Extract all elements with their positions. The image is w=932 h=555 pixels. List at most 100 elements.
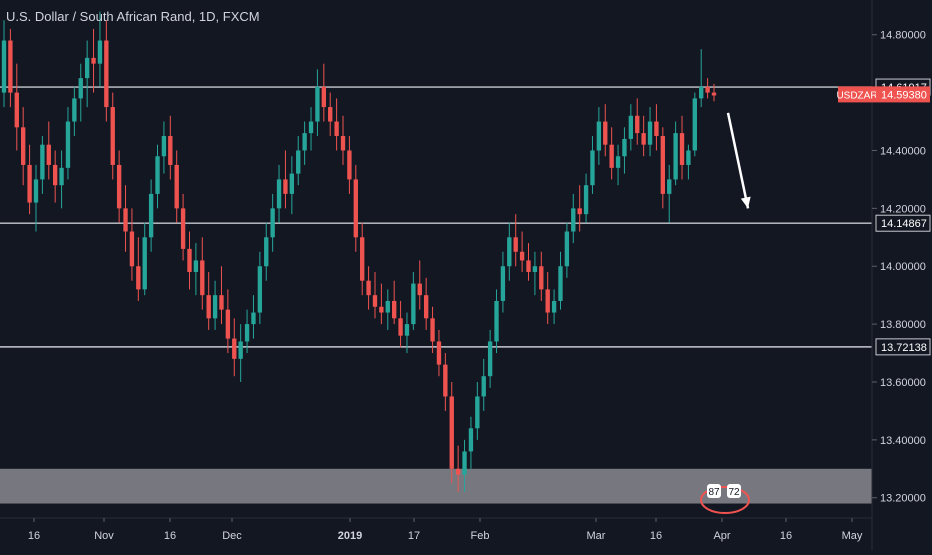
candle-body xyxy=(283,179,288,194)
candle-body xyxy=(251,312,256,325)
candle-body xyxy=(468,428,474,452)
candle-body xyxy=(347,150,352,180)
candle-body xyxy=(148,193,154,238)
x-tick-label: Nov xyxy=(94,530,114,542)
candle-body xyxy=(545,289,550,313)
candle-body xyxy=(180,208,186,249)
candle-body xyxy=(353,179,358,238)
down-arrow-head xyxy=(740,196,751,209)
candle-body xyxy=(360,237,365,281)
candle-body xyxy=(110,107,115,165)
candle-body xyxy=(302,133,307,151)
candle-body xyxy=(487,341,493,377)
candle-body xyxy=(289,173,295,194)
candle-body xyxy=(321,86,326,108)
candle-body xyxy=(21,127,26,165)
level-price-tag xyxy=(875,338,931,356)
candle-body xyxy=(455,468,461,475)
x-tick-label: Apr xyxy=(713,530,730,542)
candle-body xyxy=(123,208,128,232)
y-tick-label: 14.80000 xyxy=(880,30,926,42)
candle-body xyxy=(507,237,512,267)
y-tick-label: 14.40000 xyxy=(880,145,926,157)
chart-title: U.S. Dollar / South African Rand, 1D, FX… xyxy=(6,9,260,24)
candle-body xyxy=(129,231,135,267)
candle-body xyxy=(65,121,71,168)
candle-body xyxy=(423,295,429,319)
level-price-tag xyxy=(875,214,931,232)
last-price-tag xyxy=(876,86,930,103)
candle-body xyxy=(615,156,621,168)
candle-body xyxy=(500,266,506,301)
candle-body xyxy=(558,266,563,301)
candle-body xyxy=(667,179,672,194)
candle-body xyxy=(711,92,717,96)
badge-chip xyxy=(707,484,721,498)
y-tick-label: 13.60000 xyxy=(880,377,926,389)
candle-body xyxy=(257,266,263,313)
candle-body xyxy=(622,138,627,157)
y-tick-label: 14.00000 xyxy=(880,261,926,273)
y-tick-label: 13.20000 xyxy=(880,493,926,505)
candle-body xyxy=(635,115,640,134)
candle-body xyxy=(52,164,58,186)
badge-text: 87 xyxy=(708,487,720,498)
candle-body xyxy=(596,121,602,151)
candle-body xyxy=(8,40,13,93)
candle-body xyxy=(244,324,250,342)
candle-body xyxy=(174,164,179,209)
candle-body xyxy=(91,57,96,64)
candle-body xyxy=(449,396,454,469)
candle-body xyxy=(232,338,237,359)
candle-body xyxy=(328,107,333,122)
candle-body xyxy=(33,179,39,203)
candle-body xyxy=(526,260,531,273)
x-tick-label: Dec xyxy=(222,530,242,542)
candle-body xyxy=(187,248,192,273)
candle-body xyxy=(46,144,51,165)
candle-body xyxy=(411,283,416,325)
x-tick-label: 16 xyxy=(780,530,792,542)
candle-body xyxy=(104,40,109,108)
candle-body xyxy=(116,164,122,209)
candle-body xyxy=(72,98,77,122)
candle-body xyxy=(705,86,710,93)
candle-body xyxy=(532,266,538,273)
candle-body xyxy=(219,295,224,310)
candle-body xyxy=(334,121,339,137)
y-tick-label: 13.80000 xyxy=(880,319,926,331)
candle-body xyxy=(1,40,7,93)
candle-body xyxy=(238,341,243,359)
candle-body xyxy=(577,208,582,215)
x-tick-label: May xyxy=(842,530,863,542)
x-tick-label: 16 xyxy=(164,530,176,542)
candle-body xyxy=(142,237,147,290)
last-price-text: 14.59380 xyxy=(881,89,927,101)
candle-body xyxy=(660,136,666,194)
candle-body xyxy=(404,324,410,336)
candle-body xyxy=(539,266,544,290)
candle-body xyxy=(315,86,320,122)
candle-body xyxy=(385,300,390,313)
candle-body xyxy=(641,133,646,145)
candle-body xyxy=(628,115,634,139)
candle-body xyxy=(513,237,518,252)
badge-chip xyxy=(727,484,741,498)
candle-body xyxy=(193,260,199,273)
candle-body xyxy=(654,121,659,137)
candle-body xyxy=(264,237,269,267)
candle-body xyxy=(679,133,685,165)
badge-text: 72 xyxy=(728,487,740,498)
down-arrow-line xyxy=(726,112,750,209)
candle-body xyxy=(519,251,525,261)
candle-body xyxy=(603,121,608,145)
candle-body xyxy=(647,121,653,145)
badge-ring xyxy=(700,486,750,514)
symbol-text: USDZAR xyxy=(836,90,877,101)
x-tick-label: Feb xyxy=(471,530,490,542)
candle-body xyxy=(430,318,435,342)
candle-body xyxy=(270,208,275,238)
candle-body xyxy=(78,78,83,99)
